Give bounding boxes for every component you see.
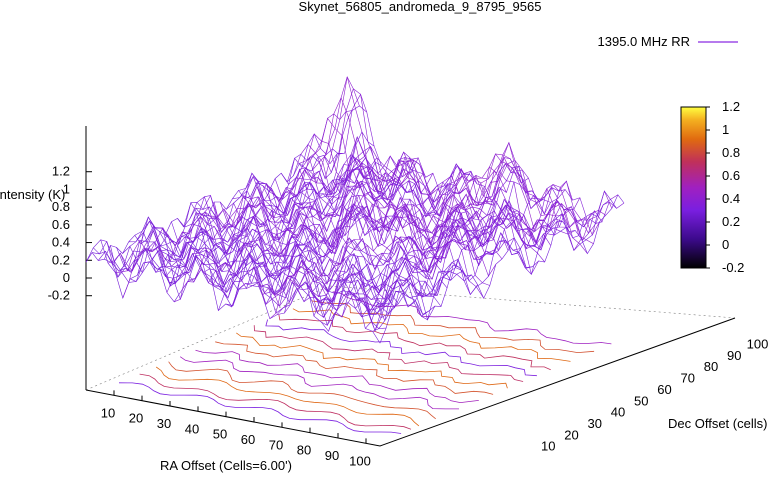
surface-line bbox=[137, 161, 382, 276]
x-tick-label: 10 bbox=[101, 405, 115, 420]
z-tick-label: 0.4 bbox=[52, 235, 70, 250]
x-tick-label: 60 bbox=[241, 432, 255, 447]
surface-line bbox=[276, 141, 522, 315]
surface-line bbox=[335, 197, 581, 318]
surface-line bbox=[174, 136, 419, 303]
surface-line bbox=[350, 200, 595, 332]
legend-label: 1395.0 MHz RR bbox=[598, 34, 690, 49]
surface-line bbox=[210, 179, 456, 288]
z-axis-label: Intensity (K) bbox=[0, 187, 65, 202]
surface-line bbox=[379, 194, 625, 344]
contour-line bbox=[265, 319, 537, 377]
contour-line bbox=[155, 366, 420, 427]
contour-line bbox=[168, 361, 436, 420]
colorbar-tick-label: 0 bbox=[722, 237, 729, 252]
surface-line bbox=[240, 184, 485, 294]
contour-line bbox=[278, 314, 551, 371]
colorbar-tick-label: -0.2 bbox=[722, 260, 744, 275]
contour-line bbox=[215, 341, 494, 395]
colorbar bbox=[680, 106, 707, 269]
surface-line bbox=[306, 181, 551, 312]
surface-line bbox=[144, 154, 390, 284]
surface-line bbox=[247, 168, 492, 305]
z-tick-label: 0.2 bbox=[52, 252, 70, 267]
surface-line bbox=[188, 155, 434, 286]
colorbar-tick-label: 0.4 bbox=[722, 191, 740, 206]
surface-line bbox=[166, 157, 412, 293]
surface-line bbox=[291, 163, 536, 306]
x-axis-label: RA Offset (Cells=6.00') bbox=[160, 458, 292, 473]
y-tick-label: 50 bbox=[634, 393, 648, 408]
contour-line bbox=[311, 300, 595, 354]
colorbar-tick-group: 1.2 1 0.8 0.6 0.4 0.2 0 -0.2 bbox=[706, 99, 744, 275]
surface-line bbox=[313, 187, 559, 317]
contour-line bbox=[118, 382, 402, 434]
z-tick-label: 0 bbox=[63, 270, 70, 285]
colorbar-tick-label: 0.2 bbox=[722, 214, 740, 229]
surface-line bbox=[343, 199, 588, 318]
z-tick-group: 1.2 1 0.8 0.6 0.4 0.2 0 -0.2 bbox=[48, 164, 92, 303]
y-tick-label: 70 bbox=[681, 371, 695, 386]
surface-line bbox=[254, 175, 500, 307]
contour-line bbox=[139, 373, 412, 430]
y-tick-label: 90 bbox=[727, 348, 741, 363]
contour-projection bbox=[118, 291, 612, 434]
surface-line bbox=[203, 162, 448, 299]
surface-line bbox=[284, 157, 529, 314]
contour-line bbox=[253, 325, 524, 382]
surface-line bbox=[129, 131, 375, 282]
y-tick-label: 30 bbox=[588, 416, 602, 431]
x-tick-label: 50 bbox=[213, 427, 227, 442]
surface-line bbox=[321, 184, 566, 326]
surface-line bbox=[269, 153, 515, 319]
z-tick-label: -0.2 bbox=[48, 288, 70, 303]
surface-mesh bbox=[85, 76, 625, 344]
z-tick-label: 1 bbox=[63, 181, 70, 196]
x-tick-label: 20 bbox=[129, 411, 143, 426]
contour-line bbox=[236, 332, 508, 389]
y-tick-label: 60 bbox=[657, 382, 671, 397]
colorbar-tick-label: 0.8 bbox=[722, 145, 740, 160]
x-tick-label: 40 bbox=[185, 421, 199, 436]
y-tick-label: 40 bbox=[611, 405, 625, 420]
x-tick-label: 80 bbox=[297, 443, 311, 458]
surface-line bbox=[372, 190, 617, 332]
surface-line bbox=[218, 163, 463, 311]
y-tick-group: 10 20 30 40 50 60 70 80 90 100 bbox=[541, 337, 768, 454]
surface-line bbox=[122, 93, 368, 299]
x-tick-label: 30 bbox=[157, 416, 171, 431]
contour-line bbox=[195, 349, 479, 404]
colorbar-tick-label: 1 bbox=[722, 122, 729, 137]
z-tick-label: 0.6 bbox=[52, 217, 70, 232]
y-tick-label: 10 bbox=[541, 439, 555, 454]
surface-line bbox=[93, 153, 338, 278]
z-tick-label: 1.2 bbox=[52, 164, 70, 179]
x-tick-label: 90 bbox=[325, 448, 339, 463]
surface-line bbox=[85, 155, 331, 263]
x-tick-label: 100 bbox=[349, 453, 371, 468]
surface-line bbox=[107, 110, 353, 272]
z-tick-label: 0.8 bbox=[52, 199, 70, 214]
colorbar-tick-label: 1.2 bbox=[722, 99, 740, 114]
x-tick-group: 10 20 30 40 50 60 70 80 90 100 bbox=[101, 390, 371, 468]
colorbar-tick-label: 0.6 bbox=[722, 168, 740, 183]
base-plane-back bbox=[85, 285, 736, 391]
y-tick-label: 20 bbox=[564, 427, 578, 442]
y-tick-label: 100 bbox=[747, 337, 769, 352]
surface-line bbox=[100, 133, 345, 273]
contour-line bbox=[332, 291, 612, 345]
surface-line bbox=[196, 151, 441, 293]
contour-line bbox=[179, 356, 459, 410]
surface-line bbox=[181, 145, 426, 291]
base-plane-outline bbox=[85, 317, 736, 447]
chart-title: Skynet_56805_andromeda_9_8795_9565 bbox=[299, 0, 542, 14]
surface-line bbox=[298, 166, 544, 318]
y-axis-label: Dec Offset (cells) bbox=[668, 416, 767, 431]
surface-line bbox=[115, 76, 360, 273]
surface-line bbox=[159, 166, 404, 278]
x-tick-label: 70 bbox=[269, 437, 283, 452]
surface-line bbox=[262, 170, 507, 296]
y-tick-label: 80 bbox=[704, 359, 718, 374]
